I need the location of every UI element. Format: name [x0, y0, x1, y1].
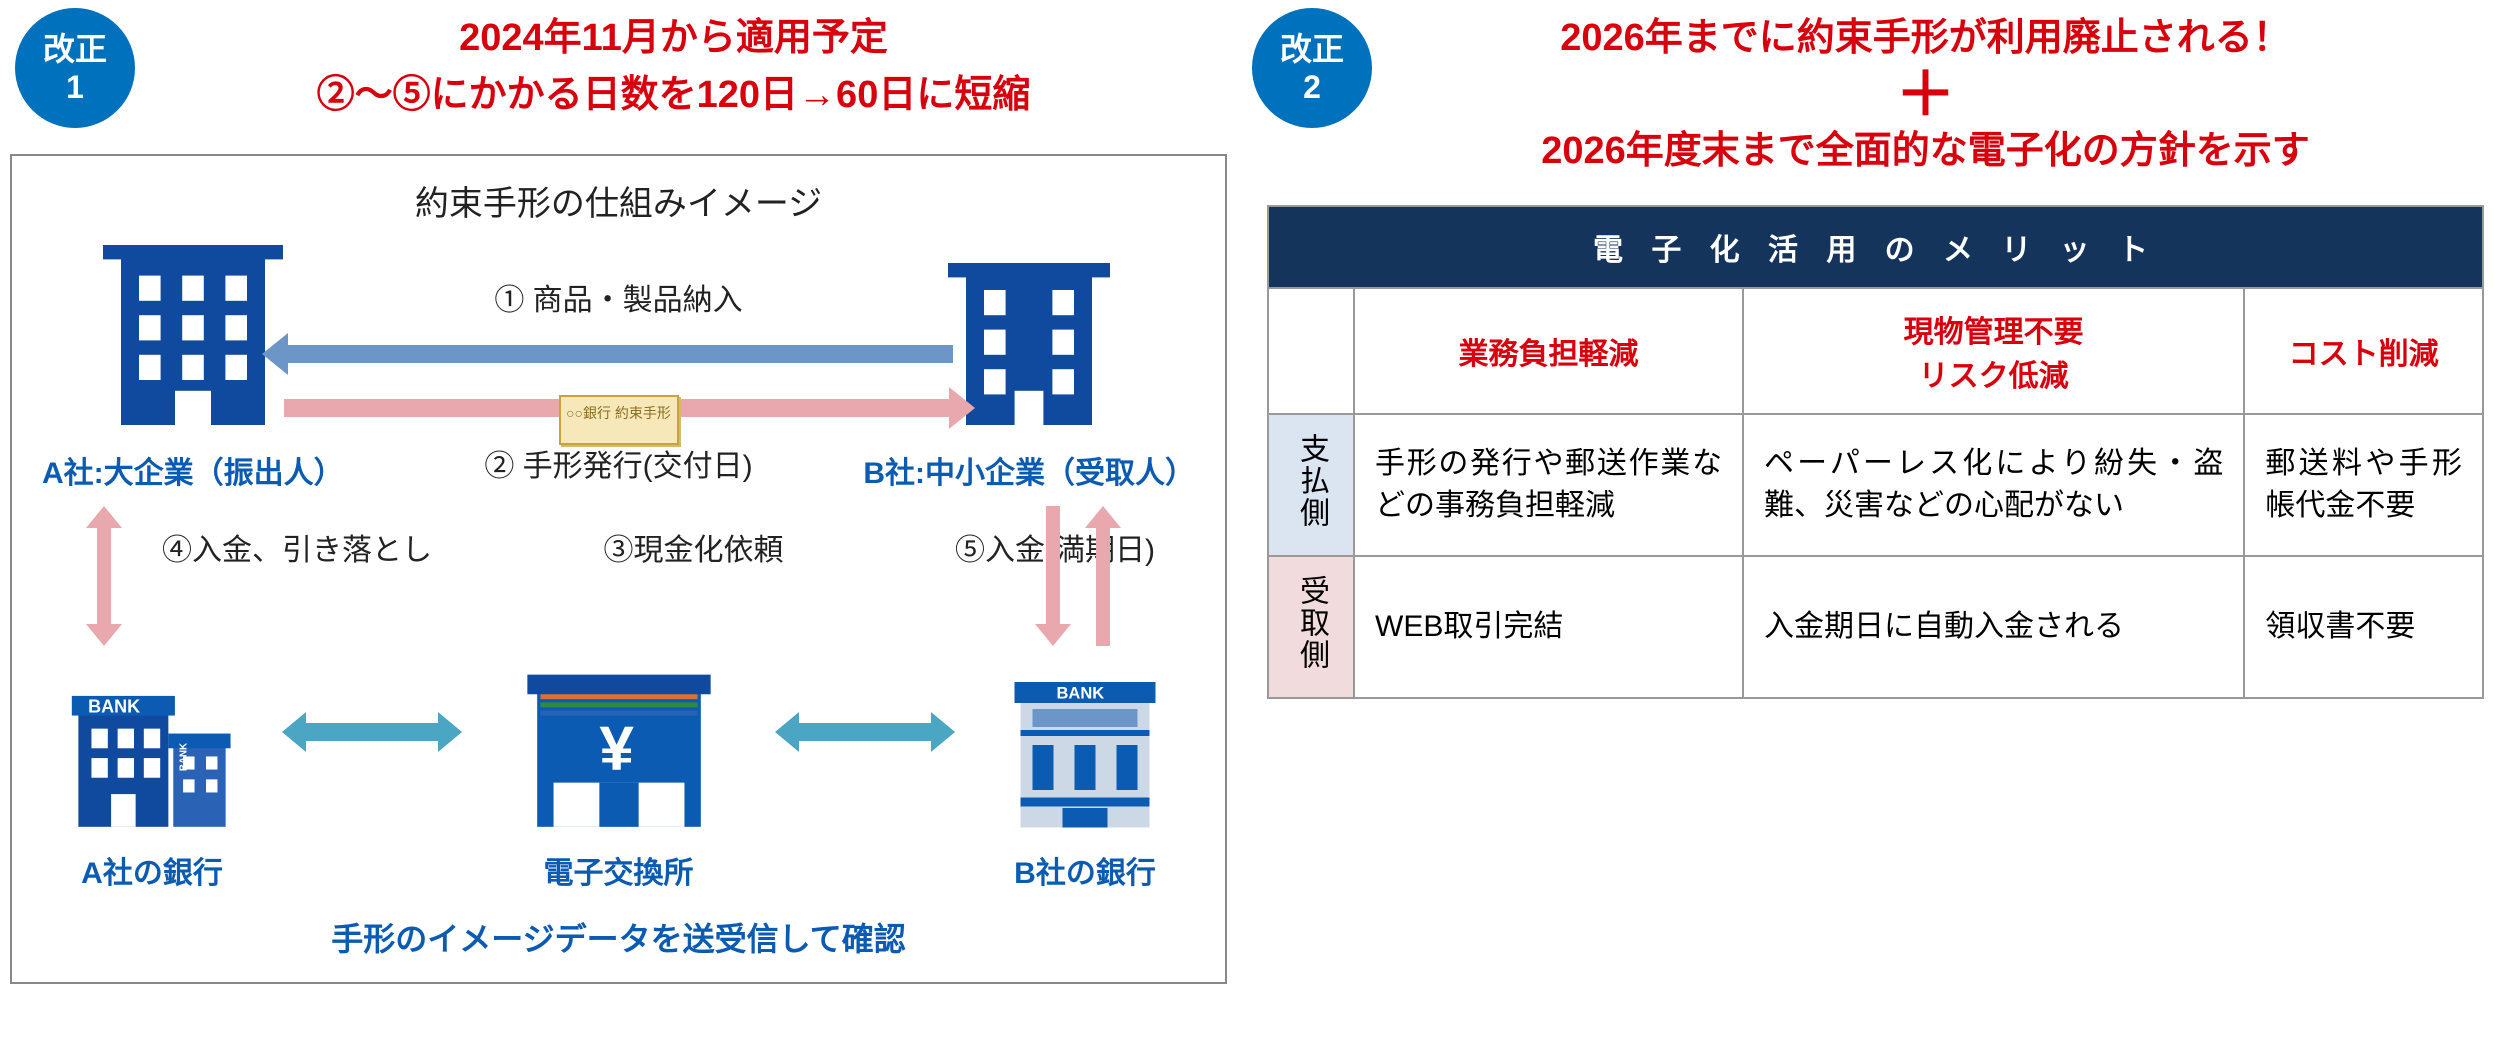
revision-badge-1: 改正 1: [15, 8, 135, 128]
diagram-box: 約束手形の仕組みイメージ A社:大企業（振出人）: [10, 154, 1227, 984]
cell-r1-c2: ペーパーレス化により紛失・盗難、災害などの心配がない: [1743, 414, 2244, 556]
row-head-1: 支払側: [1268, 414, 1354, 556]
exchange: ¥ 電子交換所: [489, 655, 749, 892]
arrow-1: [262, 333, 975, 373]
left-panel: 改正 1 2024年11月から適用予定 ②～⑤にかかる日数を120日→60日に短…: [0, 0, 1247, 1058]
merit-table: 電 子 化 活 用 の メ リ ッ ト 業務負担軽減 現物管理不要 リスク低減 …: [1267, 205, 2484, 699]
badge-2-line1: 改正: [1280, 30, 1344, 68]
bottom-caption: 手形のイメージデータを送受信して確認: [12, 914, 1225, 960]
col-head-1: 業務負担軽減: [1354, 288, 1743, 414]
arrow1-label: ① 商品・製品納入: [262, 275, 975, 319]
right-panel: 改正 2 2026年までに約束手形が利用廃止される！ ＋ 2026年度末まで全面…: [1247, 0, 2494, 1058]
arrow-exchange-b: [775, 712, 955, 752]
left-headline-line2: ②～⑤にかかる日数を120日→60日に短縮: [120, 67, 1227, 124]
cell-r1-c1: 手形の発行や郵送作業などの事務負担軽減: [1354, 414, 1743, 556]
bank-b: BANK B社の銀行: [975, 655, 1195, 892]
revision-badge-2: 改正 2: [1252, 8, 1372, 128]
row-head-2: 受取側: [1268, 556, 1354, 698]
arrow2-label: ② 手形発行(交付日): [262, 441, 975, 485]
right-headline-line2: 2026年度末まで全面的な電子化の方針を示す: [1367, 123, 2484, 180]
right-headline-line1: 2026年までに約束手形が利用廃止される！: [1367, 10, 2484, 67]
bank-b-label: B社の銀行: [975, 848, 1195, 892]
bank-a-icon: BANK BANK: [62, 655, 242, 835]
svg-text:BANK: BANK: [88, 696, 140, 716]
v-arrow-b-down: [1031, 506, 1075, 646]
badge-2-line2: 2: [1303, 68, 1321, 106]
promissory-note-icon: ○○銀行 約束手形: [559, 395, 679, 445]
diagram-title: 約束手形の仕組みイメージ: [42, 176, 1195, 225]
col-head-2: 現物管理不要 リスク低減: [1743, 288, 2244, 414]
left-headline-line1: 2024年11月から適用予定: [120, 10, 1227, 67]
table-corner-empty: [1268, 288, 1354, 414]
v-arrow-b-up: [1081, 506, 1125, 646]
badge-1-line1: 改正: [43, 30, 107, 68]
cell-r2-c2: 入金期日に自動入金される: [1743, 556, 2244, 698]
cell-r2-c3: 領収書不要: [2244, 556, 2483, 698]
bank-a-label: A社の銀行: [42, 848, 262, 892]
company-a-icon: [103, 235, 283, 435]
exchange-icon: ¥: [509, 655, 729, 835]
bank-a: BANK BANK A社の銀行: [42, 655, 262, 892]
exchange-label: 電子交換所: [489, 848, 749, 892]
col-head-3: コスト削減: [2244, 288, 2483, 414]
arrow-2: ○○銀行 約束手形: [262, 387, 975, 427]
plus-icon: ＋: [1367, 71, 2484, 119]
svg-text:¥: ¥: [599, 715, 634, 784]
bank-b-icon: BANK: [995, 655, 1175, 835]
arrow-zone-top: ① 商品・製品納入 ○○銀行 約束手形 ② 手形発行(交付日): [262, 275, 975, 485]
cell-r1-c3: 郵送料や手形帳代金不要: [2244, 414, 2483, 556]
left-headline: 2024年11月から適用予定 ②～⑤にかかる日数を120日→60日に短縮: [120, 10, 1227, 124]
arrow-a-exchange: [282, 712, 462, 752]
right-headline: 2026年までに約束手形が利用廃止される！ ＋ 2026年度末まで全面的な電子化…: [1367, 10, 2484, 180]
v-arrow-a: [82, 506, 126, 646]
svg-text:BANK: BANK: [1057, 685, 1105, 703]
cell-r2-c1: WEB取引完結: [1354, 556, 1743, 698]
table-header: 電 子 化 活 用 の メ リ ッ ト: [1268, 206, 2483, 288]
badge-1-line2: 1: [66, 68, 84, 106]
